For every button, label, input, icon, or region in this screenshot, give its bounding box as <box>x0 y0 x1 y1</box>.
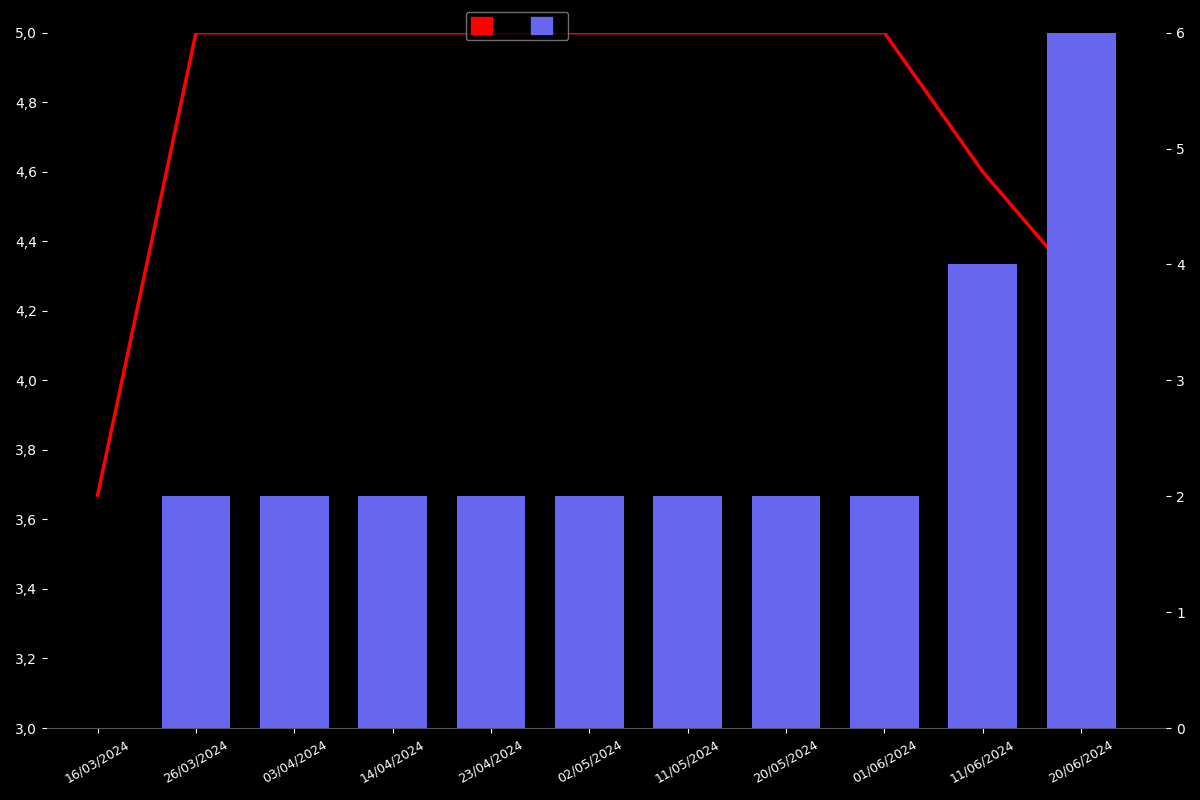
Legend: , : , <box>466 12 569 40</box>
Bar <box>751 496 821 728</box>
Bar <box>850 496 919 728</box>
Bar <box>162 496 230 728</box>
Bar <box>1046 33 1116 728</box>
Bar <box>554 496 624 728</box>
Bar <box>359 496 427 728</box>
Bar <box>456 496 526 728</box>
Bar <box>260 496 329 728</box>
Bar <box>653 496 722 728</box>
Bar <box>948 265 1018 728</box>
